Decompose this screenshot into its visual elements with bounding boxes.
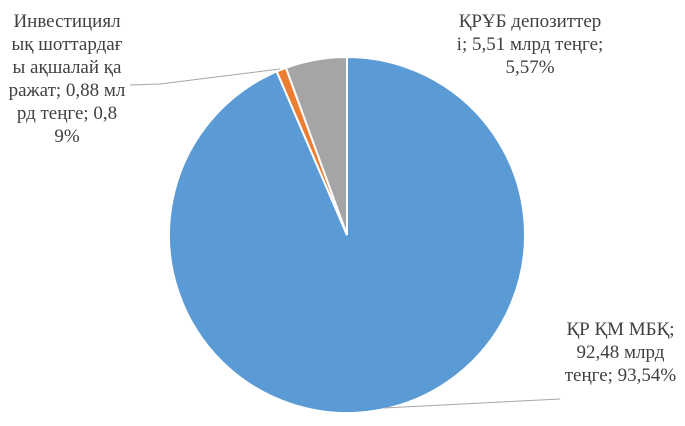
category-label: ҚР ҚМ МБҚ	[566, 319, 674, 340]
category-label: Инвестициялық шоттардағы ақшалай қаражат	[9, 11, 123, 101]
leader-line	[383, 398, 561, 409]
value-label: 5,51 млрд теңге; 5,57%	[471, 34, 604, 78]
data-label: ҚР ҚМ МБҚ92,48 млрд теңге; 93,54%	[553, 318, 685, 387]
value-label: 0,88 млрд теңге; 0,89%	[16, 80, 126, 147]
value-label: 92,48 млрд теңге; 93,54%	[564, 342, 677, 386]
leader-line	[129, 68, 281, 86]
data-label: Инвестициялық шоттардағы ақшалай қаражат…	[8, 10, 126, 148]
pie-slice	[284, 55, 348, 236]
data-label: ҚРҰБ депозиттері5,51 млрд теңге; 5,57%	[455, 10, 605, 79]
